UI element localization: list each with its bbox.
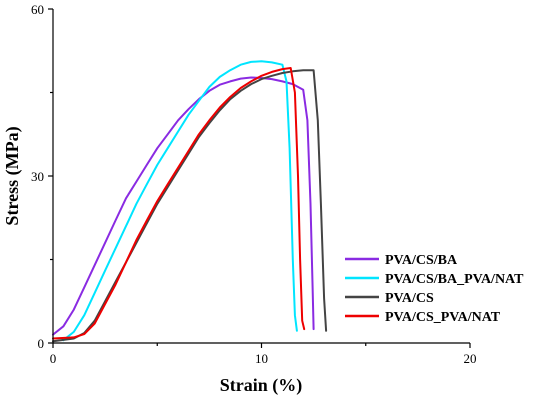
y-axis-title: Stress (MPa) — [2, 126, 23, 225]
y-tick-label: 0 — [38, 336, 45, 351]
legend: PVA/CS/BA PVA/CS/BA_PVA/NAT PVA/CS PVA/CS_P… — [345, 253, 524, 325]
x-tick-label: 10 — [255, 351, 268, 366]
y-ticks: 0 30 60 — [31, 2, 53, 351]
x-tick-label: 20 — [464, 351, 477, 366]
x-ticks: 0 10 20 — [50, 343, 477, 366]
series-line-3 — [52, 67, 306, 340]
x-tick-label: 0 — [50, 351, 57, 366]
series-line-1 — [62, 60, 298, 342]
series-line-2 — [52, 69, 328, 343]
y-tick-label: 60 — [31, 2, 44, 17]
x-axis-title: Strain (%) — [220, 375, 303, 396]
legend-label: PVA/CS — [385, 291, 434, 306]
plot-lines — [52, 60, 328, 343]
y-tick-label: 30 — [31, 169, 44, 184]
legend-label: PVA/CS/BA_PVA/NAT — [385, 272, 524, 287]
series-line-0 — [52, 76, 315, 336]
legend-label: PVA/CS/BA — [385, 253, 458, 268]
legend-label: PVA/CS_PVA/NAT — [385, 310, 501, 325]
